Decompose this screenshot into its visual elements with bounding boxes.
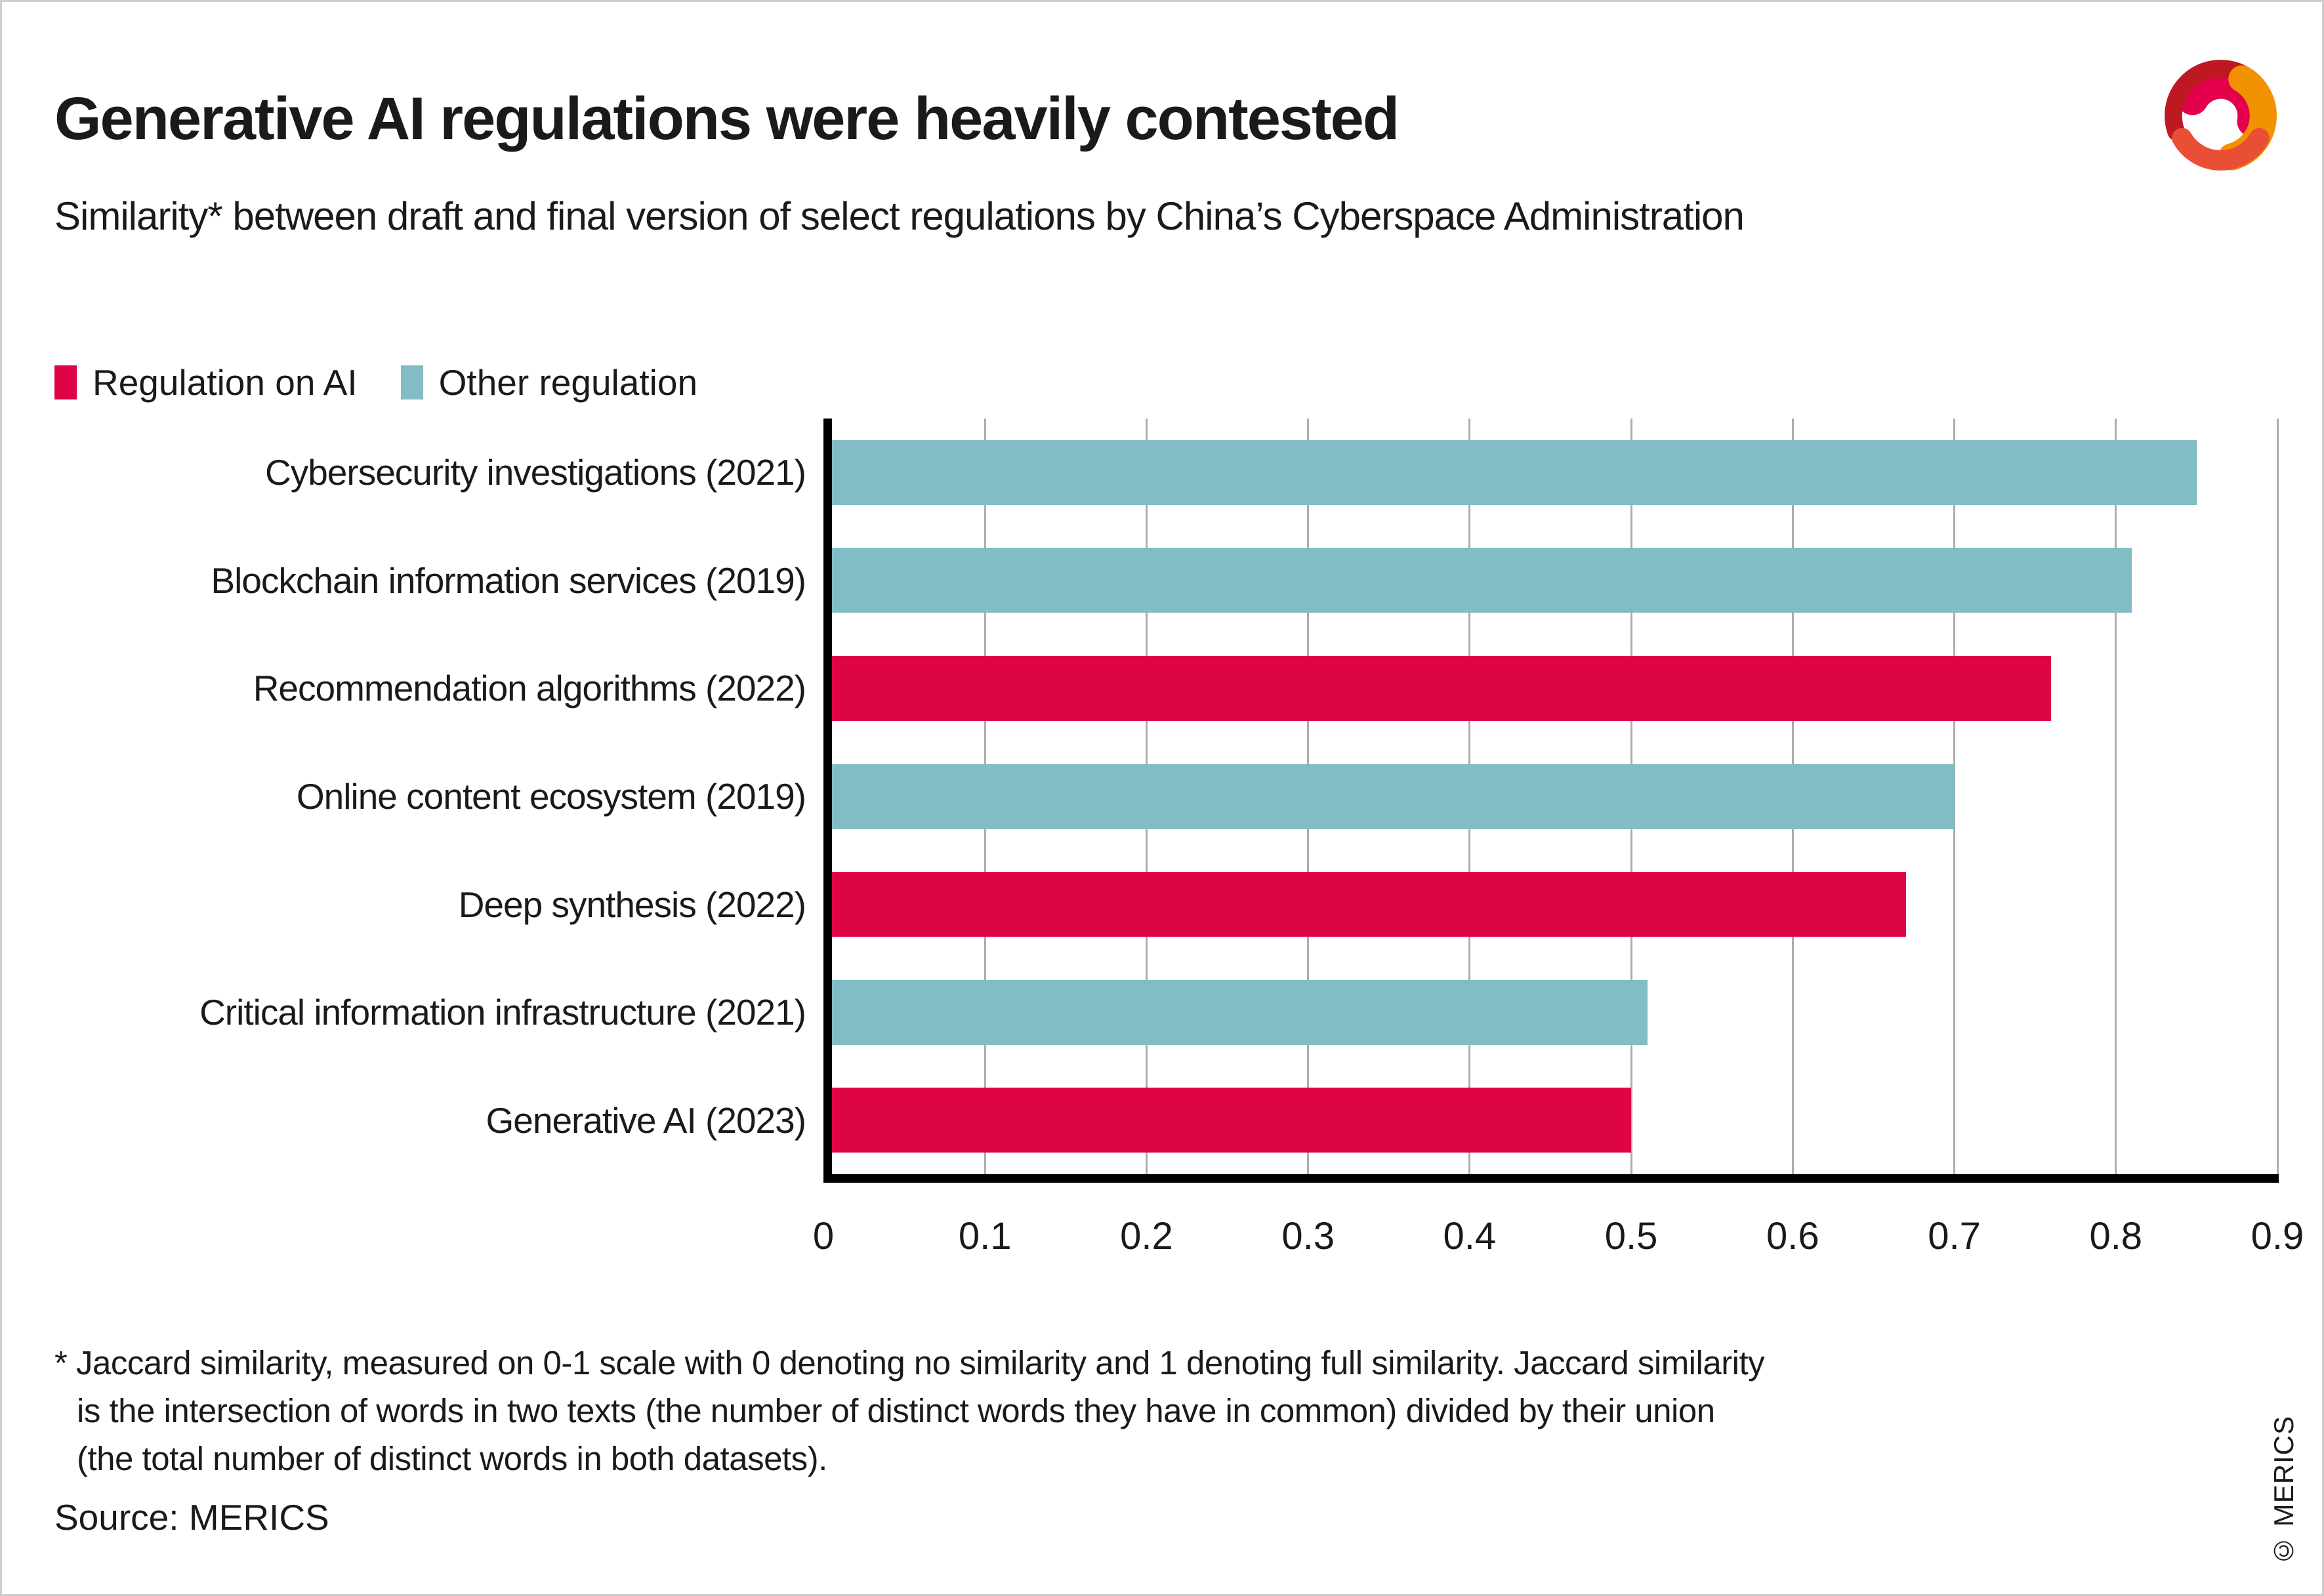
gridline bbox=[1953, 419, 1956, 1174]
x-tick-label: 0.3 bbox=[1281, 1215, 1335, 1258]
bar bbox=[832, 440, 2197, 505]
footnote-line: is the intersection of words in two text… bbox=[77, 1392, 1715, 1429]
x-tick-label: 0.2 bbox=[1120, 1215, 1173, 1258]
x-tick-label: 0.4 bbox=[1443, 1215, 1497, 1258]
bar bbox=[832, 655, 2052, 721]
x-tick-label: 0.9 bbox=[2251, 1215, 2304, 1258]
bar bbox=[832, 872, 1906, 937]
category-label: Online content ecosystem (2019) bbox=[296, 775, 806, 817]
x-tick-label: 0 bbox=[812, 1215, 835, 1258]
category-label: Recommendation algorithms (2022) bbox=[253, 668, 806, 709]
gridline bbox=[2276, 419, 2279, 1174]
x-axis-line bbox=[823, 1174, 2279, 1183]
x-tick-label: 0.1 bbox=[958, 1215, 1012, 1258]
y-axis-line bbox=[823, 419, 832, 1183]
x-tick-label: 0.5 bbox=[1604, 1215, 1658, 1258]
x-tick-label: 0.6 bbox=[1766, 1215, 1819, 1258]
bar bbox=[832, 764, 1955, 829]
footnote: * Jaccard similarity, measured on 0-1 sc… bbox=[54, 1339, 1765, 1483]
category-label: Generative AI (2023) bbox=[486, 1099, 806, 1141]
category-label: Cybersecurity investigations (2021) bbox=[265, 452, 806, 493]
legend-swatch bbox=[400, 365, 423, 399]
category-label: Deep synthesis (2022) bbox=[458, 884, 806, 925]
legend: Regulation on AI Other regulation bbox=[54, 361, 697, 403]
category-label: Blockchain information services (2019) bbox=[211, 560, 806, 601]
legend-item-label: Other regulation bbox=[438, 362, 698, 403]
bar bbox=[832, 1088, 1632, 1153]
copyright-label: © MERICS bbox=[2268, 1415, 2299, 1566]
legend-item-label: Regulation on AI bbox=[93, 362, 358, 403]
merics-logo bbox=[2165, 60, 2277, 171]
gridline bbox=[2115, 419, 2117, 1174]
footnote-line: * Jaccard similarity, measured on 0-1 sc… bbox=[54, 1344, 1765, 1381]
legend-swatch bbox=[54, 365, 77, 399]
legend-item: Regulation on AI bbox=[54, 361, 358, 403]
bar bbox=[832, 548, 2132, 613]
footnote-line: (the total number of distinct words in b… bbox=[77, 1440, 827, 1477]
page-title: Generative AI regulations were heavily c… bbox=[54, 85, 1400, 152]
source-label: Source: MERICS bbox=[54, 1497, 329, 1538]
category-label: Critical information infrastructure (202… bbox=[199, 992, 806, 1033]
legend-item: Other regulation bbox=[400, 361, 698, 403]
subtitle: Similarity* between draft and final vers… bbox=[54, 194, 1745, 238]
x-tick-label: 0.7 bbox=[1928, 1215, 1981, 1258]
x-tick-label: 0.8 bbox=[2089, 1215, 2143, 1258]
bar bbox=[832, 979, 1648, 1045]
